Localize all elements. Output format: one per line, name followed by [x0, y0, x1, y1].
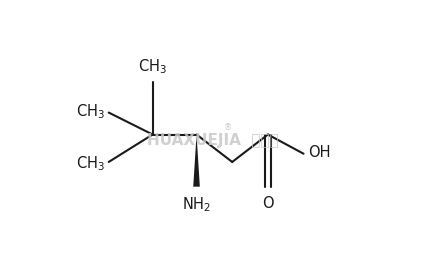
Text: CH$_3$: CH$_3$ — [75, 154, 105, 173]
Text: CH$_3$: CH$_3$ — [75, 102, 105, 120]
Text: CH$_3$: CH$_3$ — [138, 57, 167, 76]
Text: O: O — [262, 196, 273, 211]
Text: OH: OH — [308, 145, 330, 160]
Text: HUAXUEJIA  化学加: HUAXUEJIA 化学加 — [147, 132, 279, 148]
Text: NH$_2$: NH$_2$ — [182, 195, 211, 214]
Polygon shape — [193, 134, 200, 187]
Text: ®: ® — [224, 123, 232, 132]
